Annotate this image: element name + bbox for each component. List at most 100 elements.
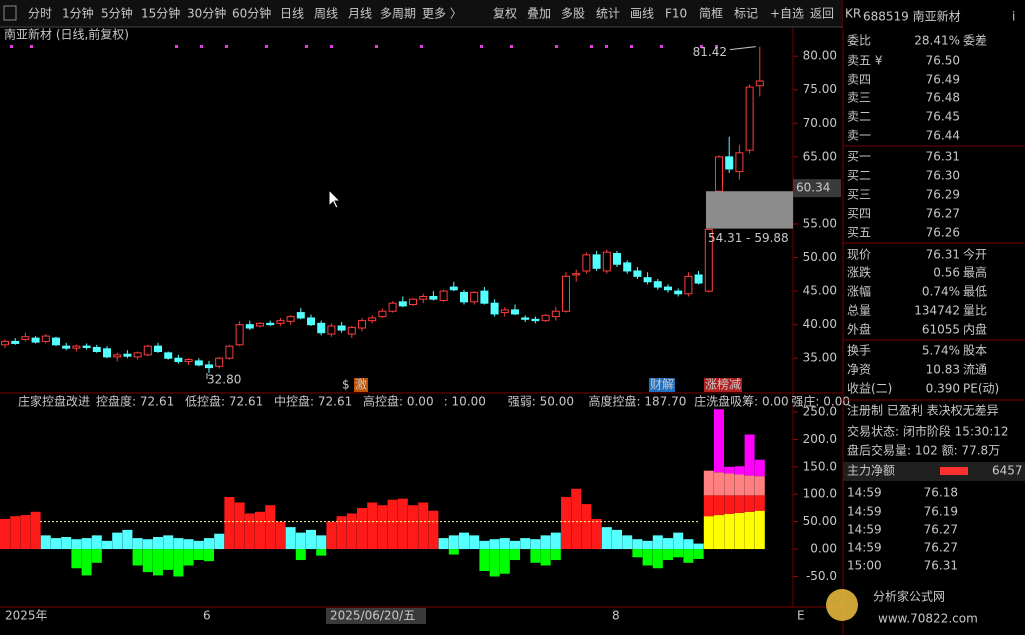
candle-body (11, 340, 20, 344)
low-label: 32.80 (207, 372, 241, 386)
candle-body (52, 337, 60, 346)
indicator-bar (530, 539, 541, 550)
candle-body (592, 254, 601, 269)
row-value: 28.41% (914, 34, 960, 48)
candle-body (286, 316, 295, 322)
candle-body (582, 254, 591, 272)
tick-price: 76.19 (924, 505, 958, 519)
candle-body (715, 156, 723, 192)
candle-body (21, 336, 30, 340)
y-tick-label: 100.0 (803, 487, 837, 501)
book-price: 76.50 (926, 54, 960, 68)
time-label: 2025年 (5, 609, 48, 623)
toolbar-button[interactable]: 月线 (348, 7, 372, 21)
toolbar-button[interactable]: 周线 (314, 7, 338, 21)
indicator-bar (132, 549, 143, 566)
indicator-bar (428, 510, 439, 550)
stat-label: 总量 (847, 304, 871, 318)
toolbar-button[interactable]: 更多 〉 (422, 7, 462, 21)
stack-segment (734, 466, 745, 475)
toolbar-button[interactable]: 分时 (28, 7, 52, 21)
tick-time: 14:59 (847, 486, 882, 500)
stat-label: 涨跌 (847, 265, 871, 280)
indicator-bar (693, 543, 704, 550)
book-price: 76.29 (926, 188, 960, 202)
toolbar-button[interactable]: 30分钟 (187, 6, 226, 21)
toolbar-button[interactable]: 返回 (810, 7, 834, 21)
toolbar-button[interactable]: 叠加 (527, 7, 551, 21)
nav-back[interactable] (3, 5, 17, 21)
candle-body (541, 314, 550, 322)
stock-name: 688519 南亚新材 (863, 9, 961, 24)
candle-body (388, 302, 397, 312)
indicator-bar (387, 499, 398, 550)
tick-price: 76.27 (924, 541, 958, 555)
indicator-bar (306, 529, 316, 550)
stat-value: 10.83 (926, 363, 960, 377)
indicator-bar (224, 496, 235, 550)
stack-segment (744, 475, 755, 496)
candle-body (205, 364, 213, 369)
toolbar-button[interactable]: 统计 (596, 7, 620, 21)
stack-segment (703, 470, 714, 496)
toolbar-button[interactable]: 5分钟 (101, 6, 133, 21)
y-tick-label: 200.0 (803, 432, 837, 446)
indicator-bar (112, 532, 123, 550)
row-tail: 委差 (963, 34, 987, 48)
candle-body (245, 324, 254, 329)
indicator-bar (469, 535, 480, 550)
stat-value: 61055 (922, 323, 960, 337)
indicator-readout: 高控盘: 0.00 (363, 394, 434, 409)
toolbar-button[interactable]: 标记 (734, 7, 758, 21)
toolbar-button[interactable]: 日线 (280, 7, 304, 21)
indicator-bar (377, 505, 388, 550)
candle-body (215, 357, 224, 367)
candle-body (194, 360, 203, 366)
indicator-bar (571, 488, 582, 550)
indicator-bar (326, 521, 337, 550)
book-price: 76.49 (926, 73, 960, 87)
tick-price: 76.31 (924, 559, 958, 573)
toolbar-button[interactable]: 多周期 (380, 7, 416, 21)
stack-segment (703, 495, 714, 517)
indicator-bar (459, 532, 469, 550)
candle-body (266, 322, 275, 326)
toolbar-button[interactable]: F10 (665, 7, 687, 21)
indicator-bar (40, 535, 51, 550)
stack-segment (754, 495, 765, 511)
indicator-bar (153, 537, 163, 550)
candle-body (755, 80, 764, 87)
y-tick-label: 0.00 (810, 542, 837, 556)
indicator-bar (418, 502, 429, 550)
after-hours: 盘后交易量: 102 额: 77.8万 (847, 443, 1000, 458)
indicator-readout: 中控盘: 72.61 (274, 394, 352, 409)
toolbar-button[interactable]: +自选 (770, 7, 804, 21)
stack-segment (724, 513, 735, 550)
toolbar-button[interactable]: 1分钟 (62, 6, 94, 21)
toolbar-button[interactable]: 多股 (561, 7, 585, 21)
stat-tail: 今开 (963, 247, 987, 262)
candle-body (347, 326, 356, 335)
indicator-bar (81, 549, 92, 576)
candle-body (664, 286, 672, 291)
toolbar-button[interactable]: 简框 (699, 7, 723, 21)
candle-body (378, 310, 387, 318)
indicator-bar (581, 504, 592, 550)
toolbar-button[interactable]: 画线 (630, 7, 654, 21)
indicator-bar (673, 549, 684, 558)
y-tick-label: 70.00 (803, 116, 837, 130)
indicator-bar (540, 535, 551, 550)
toolbar-button[interactable]: 15分钟 (141, 6, 180, 21)
stat-value: 5.74% (922, 344, 960, 358)
marker-bg (354, 378, 368, 392)
quote-header-bg (843, 0, 1025, 30)
toolbar-button[interactable]: 60分钟 (232, 6, 271, 21)
indicator-bar (275, 521, 286, 550)
indicator-bar (153, 549, 163, 576)
candle-body (62, 345, 71, 349)
book-price: 76.31 (926, 150, 960, 164)
stat-value: 76.31 (926, 248, 960, 262)
indicator-bar (346, 513, 357, 550)
stack-segment (734, 495, 745, 513)
toolbar-button[interactable]: 复权 (493, 7, 517, 21)
